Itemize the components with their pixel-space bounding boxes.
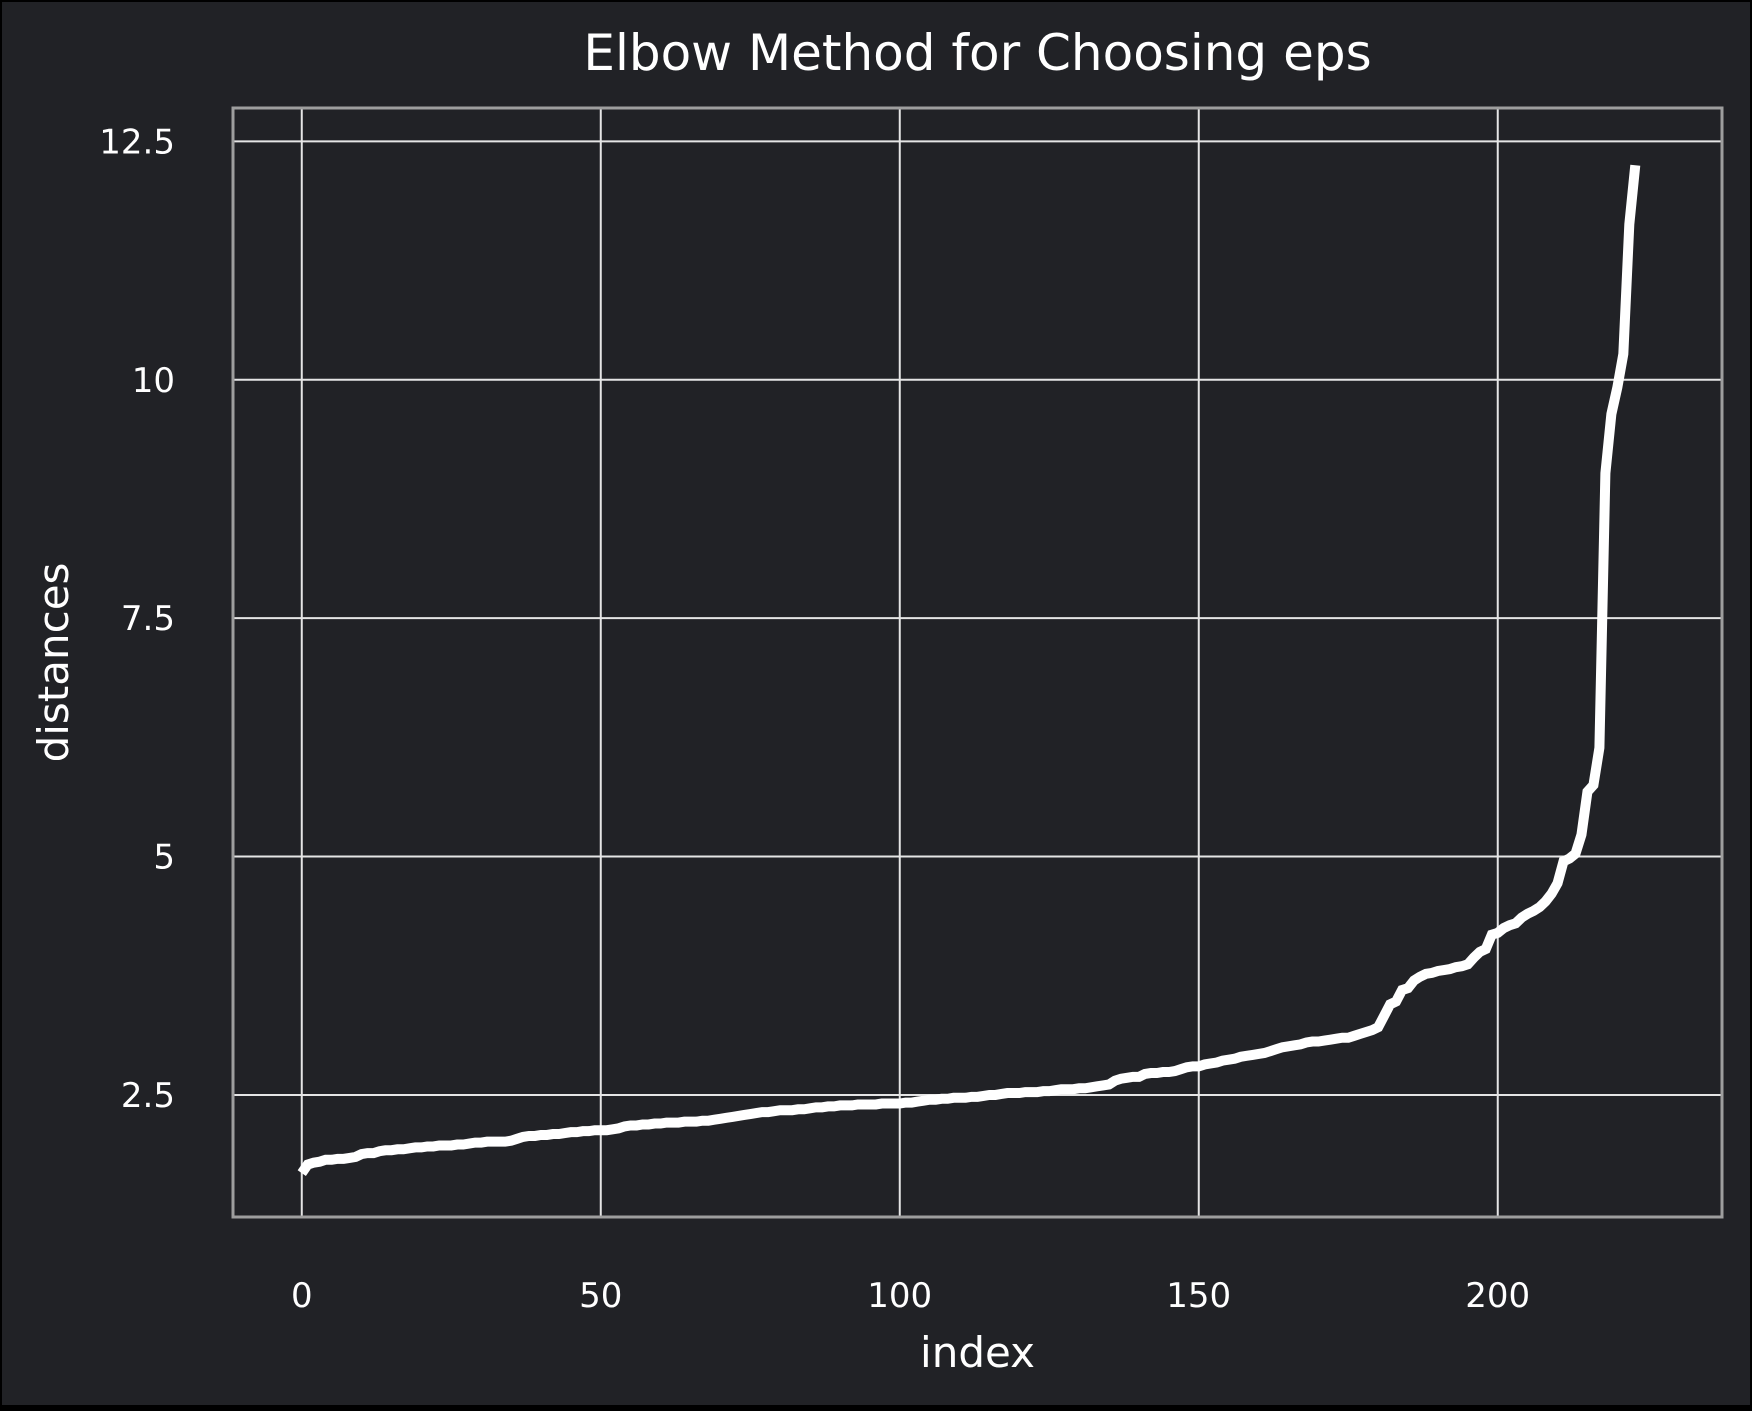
x-tick-label: 200	[1465, 1276, 1530, 1316]
series-line	[297, 164, 1641, 1176]
x-tick-label: 150	[1166, 1276, 1231, 1316]
y-tick-label: 12.5	[99, 122, 175, 162]
x-tick-label: 0	[291, 1276, 313, 1316]
x-axis-label: index	[920, 1328, 1035, 1377]
series-layer	[297, 164, 1641, 1176]
y-tick-label: 7.5	[121, 599, 175, 639]
chart-title: Elbow Method for Choosing eps	[583, 24, 1371, 82]
tick-labels: 0 50 100 150 200 2.5 5 7.5 10 12.5	[99, 122, 1530, 1316]
x-tick-label: 50	[579, 1276, 622, 1316]
y-axis-label: distances	[29, 563, 78, 763]
y-tick-label: 5	[153, 838, 175, 878]
y-tick-label: 2.5	[121, 1076, 175, 1116]
plot-area	[233, 108, 1722, 1217]
y-tick-label: 10	[132, 361, 175, 401]
x-tick-label: 100	[867, 1276, 932, 1316]
plot-frame	[231, 106, 1724, 1219]
